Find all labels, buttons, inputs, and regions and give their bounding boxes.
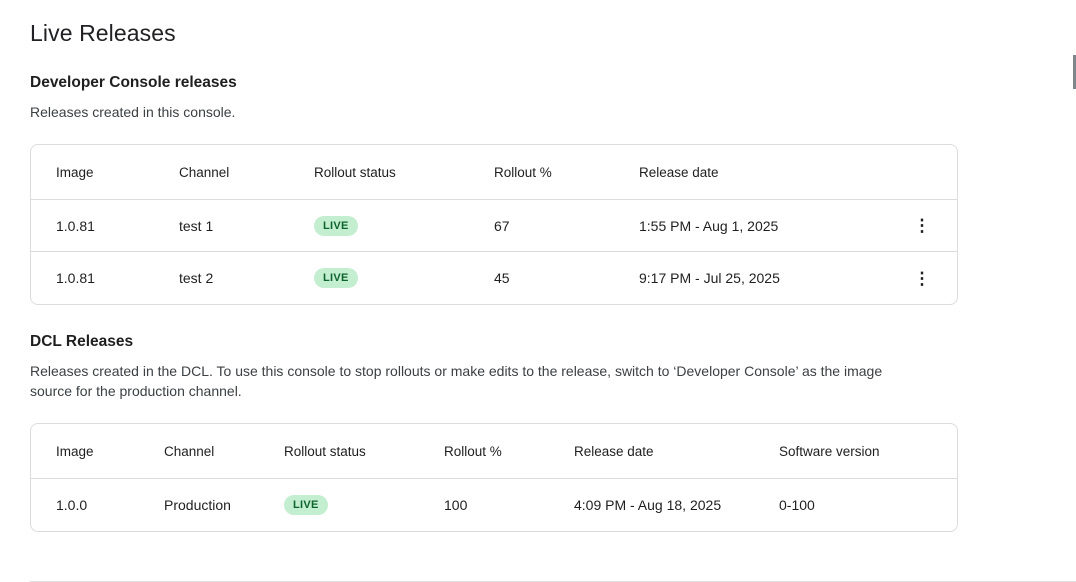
developer-console-releases-heading: Developer Console releases [30, 74, 237, 91]
image-cell: 1.0.81 [56, 217, 95, 234]
live-status-badge: LIVE [314, 268, 358, 288]
live-status-badge: LIVE [314, 215, 358, 236]
table-row: 1.0.81 test 2 LIVE 45 9:17 PM - Jul 25, … [31, 252, 957, 304]
channel-cell: Production [164, 497, 231, 513]
rollout-percent-cell: 67 [494, 217, 510, 234]
software-version-cell: 0-100 [779, 497, 815, 513]
table-row: 1.0.81 test 1 LIVE 67 1:55 PM - Aug 1, 2… [31, 200, 957, 252]
column-header-image: Image [56, 164, 94, 180]
image-cell: 1.0.0 [56, 497, 88, 513]
dcl-releases-heading: DCL Releases [30, 333, 134, 350]
column-header-release-date: Release date [574, 443, 654, 459]
rollout-percent-cell: 45 [494, 270, 510, 286]
column-header-channel: Channel [164, 443, 215, 459]
column-header-rollout-percent: Rollout % [444, 443, 502, 459]
table-header-row: Image Channel Rollout status Rollout % R… [31, 424, 957, 479]
dcl-releases-description: Releases created in the DCL. To use this… [30, 363, 883, 399]
table-header-row: Image Channel Rollout status Rollout % R… [31, 145, 957, 200]
image-cell: 1.0.81 [56, 270, 95, 286]
page-title: Live Releases [30, 20, 176, 46]
developer-console-releases-table: Image Channel Rollout status Rollout % R… [30, 144, 958, 305]
column-header-rollout-percent: Rollout % [494, 164, 552, 180]
live-status-badge: LIVE [284, 495, 328, 515]
dcl-releases-table: Image Channel Rollout status Rollout % R… [30, 423, 958, 532]
release-date-cell: 1:55 PM - Aug 1, 2025 [639, 217, 779, 234]
row-actions-kebab-icon[interactable]: ⋮ [913, 216, 931, 235]
column-header-rollout-status: Rollout status [314, 164, 396, 180]
channel-cell: test 1 [179, 217, 214, 234]
column-header-channel: Channel [179, 164, 230, 180]
column-header-release-date: Release date [639, 164, 719, 180]
table-row: 1.0.0 Production LIVE 100 4:09 PM - Aug … [31, 479, 957, 531]
row-actions-kebab-icon[interactable]: ⋮ [913, 268, 931, 288]
rollout-status-cell: LIVE [284, 495, 444, 515]
column-header-image: Image [56, 443, 94, 459]
rollout-status-cell: LIVE [314, 215, 494, 236]
release-date-cell: 9:17 PM - Jul 25, 2025 [639, 270, 780, 286]
rollout-status-cell: LIVE [314, 268, 494, 288]
column-header-rollout-status: Rollout status [284, 443, 366, 459]
channel-cell: test 2 [179, 270, 214, 286]
rollout-percent-cell: 100 [444, 497, 468, 513]
release-date-cell: 4:09 PM - Aug 18, 2025 [574, 497, 722, 513]
developer-console-releases-description: Releases created in this console. [30, 104, 236, 120]
column-header-software-version: Software version [779, 443, 880, 459]
scrollbar-thumb[interactable] [1073, 55, 1076, 89]
